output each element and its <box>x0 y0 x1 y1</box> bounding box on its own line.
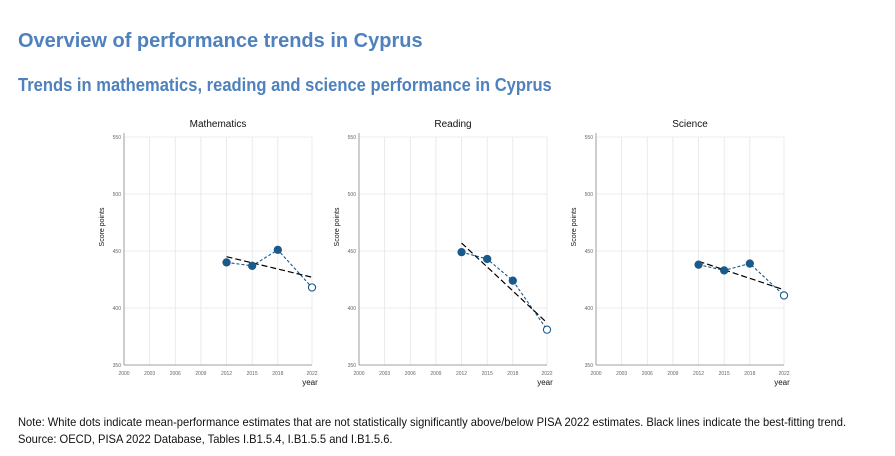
source-text: Source: OECD, PISA 2022 Database, Tables… <box>18 432 393 446</box>
reading-x-tick-label: 2009 <box>430 371 441 377</box>
reading-panel-title: Reading <box>434 119 471 130</box>
science-data-point <box>694 260 703 269</box>
mathematics-y-tick-label: 500 <box>113 192 122 198</box>
reading-trend-line <box>461 242 548 324</box>
reading-data-point <box>508 276 517 285</box>
science-data-point <box>779 291 789 300</box>
reading-x-tick-label: 2022 <box>541 371 552 377</box>
science-y-tick-label: 500 <box>585 192 594 198</box>
page-title: Overview of performance trends in Cyprus <box>18 30 423 52</box>
science-y-tick-label: 550 <box>585 135 594 141</box>
reading-series-line <box>461 251 548 330</box>
reading-data-point <box>483 254 492 264</box>
science-x-tick-label: 2006 <box>642 371 653 377</box>
mathematics-trend-line <box>226 256 313 278</box>
science-x-tick-label: 2015 <box>719 371 730 377</box>
science-x-tick-label: 2018 <box>744 371 755 377</box>
mathematics-y-tick-label: 550 <box>113 135 122 141</box>
science-x-tick-label: 2022 <box>778 371 789 377</box>
reading-x-tick-label: 2000 <box>353 371 364 377</box>
mathematics-y-tick-label: 400 <box>113 306 122 312</box>
science-x-tick-label: 2000 <box>590 371 601 377</box>
mathematics-y-tick-label: 450 <box>113 249 122 255</box>
reading-y-tick-label: 350 <box>348 363 357 369</box>
mathematics-data-point <box>307 283 317 292</box>
science-x-tick-label: 2009 <box>667 371 678 377</box>
reading-x-tick-label: 2012 <box>456 371 467 377</box>
trend-charts: 350 400 450 500 550 2000 2003 2006 2009 2012 2015 2… <box>99 119 790 387</box>
note-text: Note: White dots indicate mean-performan… <box>18 415 847 429</box>
mathematics-y-tick-label: 350 <box>113 363 122 369</box>
mathematics-x-tick-label: 2018 <box>272 371 283 377</box>
science-data-point <box>720 266 729 275</box>
chart-subtitle: Trends in mathematics, reading and scien… <box>18 75 552 95</box>
science-y-tick-label: 400 <box>585 306 594 312</box>
science-series-line <box>698 262 785 296</box>
reading-x-tick-label: 2003 <box>379 371 390 377</box>
reading-y-tick-label: 450 <box>348 249 357 255</box>
science-trend-line <box>698 260 785 291</box>
reading-y-axis-label: Score points <box>334 207 341 246</box>
science-x-tick-label: 2012 <box>693 371 704 377</box>
mathematics-series-line <box>226 249 313 288</box>
reading-y-tick-label: 550 <box>348 135 357 141</box>
mathematics-x-tick-label: 2009 <box>195 371 206 377</box>
mathematics-panel-title: Mathematics <box>190 119 247 130</box>
reading-x-tick-label: 2015 <box>482 371 493 377</box>
mathematics-x-tick-label: 2000 <box>118 371 129 377</box>
reading-data-point <box>542 325 552 334</box>
mathematics-x-tick-label: 2015 <box>247 371 258 377</box>
mathematics-data-point <box>222 258 231 267</box>
science-y-tick-label: 350 <box>585 363 594 369</box>
science-y-axis-label: Score points <box>571 207 578 246</box>
reading-y-tick-label: 500 <box>348 192 357 198</box>
mathematics-x-tick-label: 2003 <box>144 371 155 377</box>
science-x-axis-label: year <box>774 378 790 387</box>
science-y-tick-label: 450 <box>585 249 594 255</box>
mathematics-data-point <box>273 245 282 255</box>
reading-y-tick-label: 400 <box>348 306 357 312</box>
mathematics-y-axis-label: Score points <box>99 207 106 246</box>
reading-x-tick-label: 2006 <box>405 371 416 377</box>
science-data-point <box>745 259 754 268</box>
mathematics-x-axis-label: year <box>302 378 318 387</box>
reading-x-tick-label: 2018 <box>507 371 518 377</box>
reading-x-axis-label: year <box>537 378 553 387</box>
footnote: Note: White dots indicate mean-performan… <box>18 414 895 448</box>
mathematics-data-point <box>248 261 257 270</box>
mathematics-x-tick-label: 2022 <box>306 371 317 377</box>
mathematics-x-tick-label: 2012 <box>221 371 232 377</box>
science-panel-title: Science <box>672 119 708 130</box>
science-x-tick-label: 2003 <box>616 371 627 377</box>
mathematics-x-tick-label: 2006 <box>170 371 181 377</box>
reading-data-point <box>457 247 466 257</box>
